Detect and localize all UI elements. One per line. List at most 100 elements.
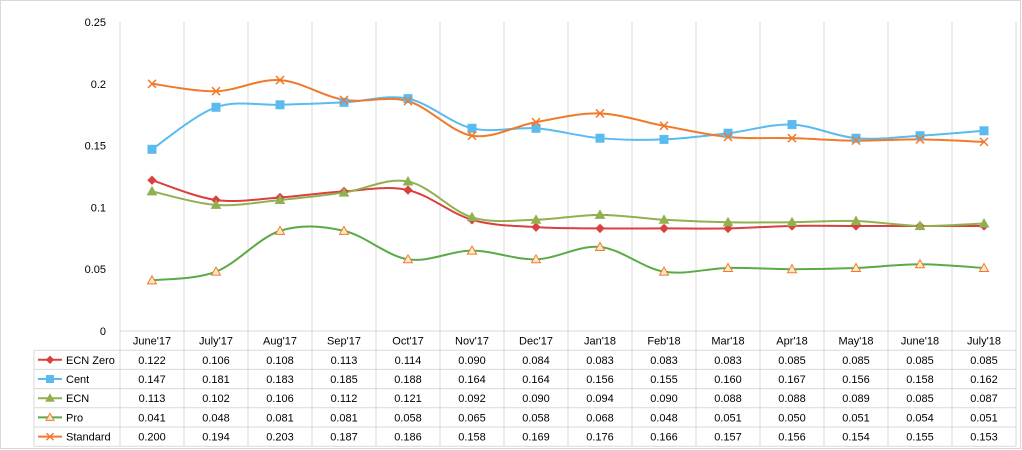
- x-tick-label: July'17: [199, 336, 233, 348]
- x-tick-label: Aug'17: [263, 336, 297, 348]
- data-label: 0.112: [331, 393, 358, 405]
- data-point-ecn: [530, 214, 542, 224]
- data-point-cent: [787, 120, 797, 130]
- marker-stroke: [979, 137, 989, 147]
- data-point-ecn: [850, 215, 862, 225]
- legend-label: Standard: [66, 432, 111, 444]
- data-label: 0.065: [458, 412, 486, 424]
- data-label: 0.085: [970, 355, 998, 367]
- data-point-cent: [979, 126, 989, 136]
- marker-stroke: [531, 117, 541, 127]
- marker-stroke: [467, 131, 477, 141]
- data-label: 0.085: [906, 355, 934, 367]
- y-axis: 0 0.05 0.1 0.15 0.2 0.25: [85, 17, 106, 338]
- data-label: 0.102: [202, 393, 230, 405]
- data-label: 0.083: [586, 355, 614, 367]
- data-point-cent: [467, 123, 477, 133]
- y-tick-label: 0.05: [85, 264, 106, 276]
- data-label: 0.113: [139, 393, 166, 405]
- data-label: 0.156: [778, 432, 806, 444]
- data-label: 0.156: [842, 374, 870, 386]
- marker-stroke: [851, 136, 861, 146]
- data-point-cent: [851, 133, 861, 143]
- data-point-standard: [275, 75, 285, 85]
- data-label: 0.155: [906, 432, 934, 444]
- data-label: 0.166: [650, 432, 678, 444]
- data-label: 0.084: [522, 355, 550, 367]
- data-point-standard: [979, 137, 989, 147]
- x-tick-label: May'18: [838, 336, 873, 348]
- marker-stroke: [403, 96, 413, 106]
- data-point-cent: [275, 100, 285, 110]
- data-label: 0.158: [458, 432, 486, 444]
- legend-marker: [45, 393, 55, 402]
- y-tick-label: 0.15: [85, 141, 106, 153]
- data-label: 0.088: [778, 393, 806, 405]
- data-label: 0.181: [202, 374, 230, 386]
- series-markers: [146, 75, 990, 285]
- data-point-ecn: [466, 211, 478, 222]
- data-point-ecn: [786, 216, 798, 227]
- marker-stroke: [723, 132, 733, 142]
- data-label: 0.090: [458, 355, 486, 367]
- data-point-standard: [467, 131, 477, 141]
- data-label: 0.200: [138, 432, 166, 444]
- legend-entry-ecn-zero: ECN Zero: [38, 355, 115, 367]
- data-label: 0.085: [778, 355, 806, 367]
- data-point-pro: [530, 253, 542, 264]
- data-label: 0.085: [842, 355, 870, 367]
- data-table: June'17 July'17 Aug'17 Sep'17 Oct'17 Nov'17 De…: [38, 336, 1001, 444]
- data-point-ecn-zero: [723, 223, 733, 234]
- data-label: 0.050: [778, 412, 806, 424]
- legend-label: ECN Zero: [66, 355, 115, 367]
- data-label: 0.122: [138, 355, 166, 367]
- data-point-ecn-zero: [403, 185, 413, 195]
- data-label: 0.051: [714, 412, 742, 424]
- gridlines: [33, 22, 1017, 447]
- legend-entry-cent: Cent: [38, 374, 89, 386]
- x-tick-label: Dec'17: [519, 336, 553, 348]
- marker-stroke: [45, 432, 55, 441]
- data-label: 0.083: [650, 355, 678, 367]
- marker-stroke: [595, 108, 605, 118]
- x-tick-label: June'18: [901, 336, 939, 348]
- y-tick-label: 0: [100, 326, 106, 338]
- data-label: 0.147: [138, 374, 166, 386]
- data-label: 0.051: [842, 412, 870, 424]
- legend-marker: [46, 375, 54, 383]
- data-point-cent: [339, 97, 349, 107]
- data-point-pro: [274, 225, 286, 235]
- legend-label: ECN: [66, 393, 89, 405]
- data-label: 0.160: [714, 374, 742, 386]
- data-label: 0.154: [842, 432, 870, 444]
- series-line-pro: [151, 225, 985, 282]
- y-tick-label: 0.1: [91, 202, 106, 214]
- marker-stroke: [915, 134, 925, 144]
- data-label: 0.187: [330, 432, 358, 444]
- data-point-standard: [723, 132, 733, 142]
- data-point-cent: [659, 134, 669, 144]
- series-lines: [151, 79, 985, 282]
- data-label: 0.051: [970, 412, 998, 424]
- data-point-ecn: [274, 194, 286, 204]
- data-label: 0.088: [714, 393, 742, 405]
- data-point-pro: [402, 253, 414, 264]
- marker-stroke: [147, 79, 157, 89]
- data-point-standard: [659, 121, 669, 131]
- data-point-pro: [594, 241, 606, 251]
- legend-entry-standard: Standard: [38, 432, 111, 444]
- data-label: 0.183: [266, 374, 294, 386]
- data-point-pro: [850, 262, 862, 272]
- data-point-cent: [147, 144, 157, 154]
- data-label: 0.081: [266, 412, 294, 424]
- data-label: 0.083: [714, 355, 742, 367]
- data-label: 0.085: [906, 393, 934, 405]
- data-label: 0.048: [202, 412, 230, 424]
- data-label: 0.164: [458, 374, 486, 386]
- data-point-pro: [978, 262, 990, 272]
- y-tick-label: 0.2: [91, 79, 106, 91]
- data-label: 0.058: [522, 412, 550, 424]
- data-point-pro: [658, 266, 670, 276]
